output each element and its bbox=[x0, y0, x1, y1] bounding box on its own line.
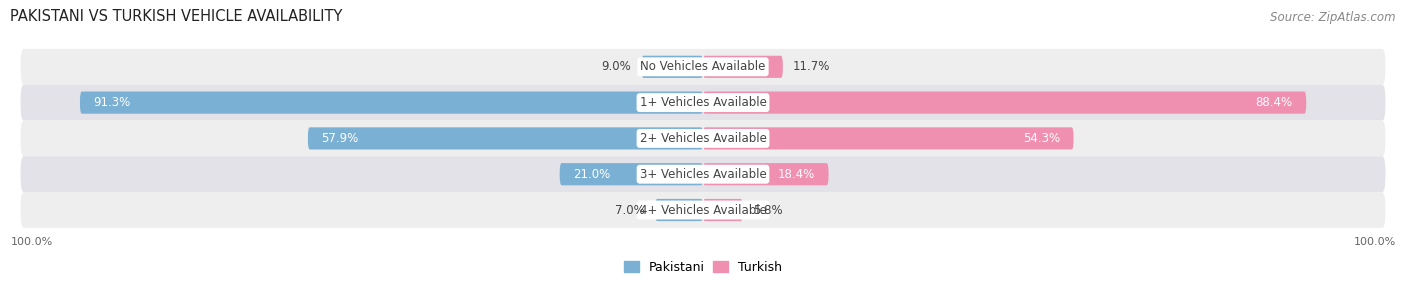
FancyBboxPatch shape bbox=[80, 92, 703, 114]
FancyBboxPatch shape bbox=[703, 163, 828, 185]
FancyBboxPatch shape bbox=[21, 85, 1385, 120]
FancyBboxPatch shape bbox=[308, 127, 703, 150]
Text: 100.0%: 100.0% bbox=[10, 237, 52, 247]
FancyBboxPatch shape bbox=[703, 92, 1306, 114]
FancyBboxPatch shape bbox=[703, 199, 742, 221]
Text: 3+ Vehicles Available: 3+ Vehicles Available bbox=[640, 168, 766, 181]
Text: 11.7%: 11.7% bbox=[793, 60, 831, 73]
FancyBboxPatch shape bbox=[655, 199, 703, 221]
FancyBboxPatch shape bbox=[21, 192, 1385, 228]
FancyBboxPatch shape bbox=[703, 127, 1074, 150]
FancyBboxPatch shape bbox=[21, 156, 1385, 192]
Text: 54.3%: 54.3% bbox=[1022, 132, 1060, 145]
Text: 1+ Vehicles Available: 1+ Vehicles Available bbox=[640, 96, 766, 109]
Text: No Vehicles Available: No Vehicles Available bbox=[640, 60, 766, 73]
Text: 2+ Vehicles Available: 2+ Vehicles Available bbox=[640, 132, 766, 145]
Text: 9.0%: 9.0% bbox=[602, 60, 631, 73]
Text: 100.0%: 100.0% bbox=[1354, 237, 1396, 247]
FancyBboxPatch shape bbox=[21, 49, 1385, 85]
FancyBboxPatch shape bbox=[641, 56, 703, 78]
FancyBboxPatch shape bbox=[21, 120, 1385, 156]
FancyBboxPatch shape bbox=[703, 56, 783, 78]
Text: PAKISTANI VS TURKISH VEHICLE AVAILABILITY: PAKISTANI VS TURKISH VEHICLE AVAILABILIT… bbox=[10, 9, 343, 24]
Text: 88.4%: 88.4% bbox=[1256, 96, 1292, 109]
FancyBboxPatch shape bbox=[560, 163, 703, 185]
Text: 5.8%: 5.8% bbox=[752, 204, 783, 217]
Legend: Pakistani, Turkish: Pakistani, Turkish bbox=[624, 261, 782, 274]
Text: 21.0%: 21.0% bbox=[574, 168, 610, 181]
Text: 4+ Vehicles Available: 4+ Vehicles Available bbox=[640, 204, 766, 217]
Text: Source: ZipAtlas.com: Source: ZipAtlas.com bbox=[1270, 11, 1396, 24]
Text: 18.4%: 18.4% bbox=[778, 168, 815, 181]
Text: 7.0%: 7.0% bbox=[616, 204, 645, 217]
Text: 91.3%: 91.3% bbox=[94, 96, 131, 109]
Text: 57.9%: 57.9% bbox=[322, 132, 359, 145]
